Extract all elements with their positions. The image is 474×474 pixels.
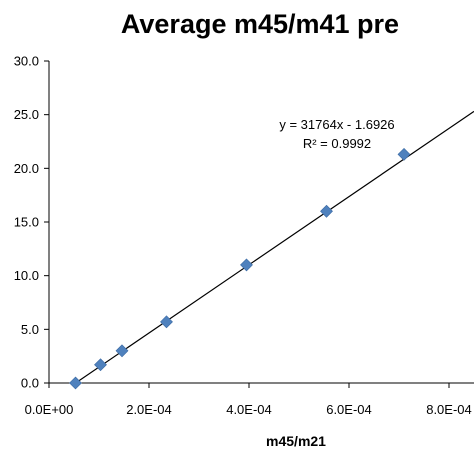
y-tick-label: 10.0 [14,268,39,283]
trendline [75,110,474,384]
data-points [69,147,411,390]
x-tick-label: 8.0E-04 [426,402,472,417]
y-tick-label: 30.0 [14,54,39,69]
chart-title: Average m45/m41 pre [121,9,399,39]
trendline-layer [75,110,474,384]
data-point [320,204,333,218]
data-point [397,147,411,161]
y-tick-label: 15.0 [14,215,39,230]
trendline-equation: y = 31764x - 1.6926 [279,117,394,132]
x-tick-label: 2.0E-04 [126,402,172,417]
y-tick-label: 25.0 [14,107,39,122]
data-point [94,358,107,372]
x-tick-label: 4.0E-04 [226,402,272,417]
y-tick-label: 5.0 [21,322,39,337]
data-point [115,344,129,358]
y-tick-label: 0.0 [21,376,39,391]
trendline-r2: R² = 0.9992 [303,136,371,151]
x-axis-title: m45/m21 [266,433,326,449]
x-tick-label: 6.0E-04 [326,402,372,417]
data-point [240,258,253,272]
data-point [160,315,173,329]
y-tick-label: 20.0 [14,161,39,176]
axes: 0.0 5.0 10.0 15.0 20.0 25.0 30.0 0.0E+00 2.0E-04… [14,54,474,417]
x-tick-label: 0.0E+00 [25,402,74,417]
data-point [69,376,82,390]
